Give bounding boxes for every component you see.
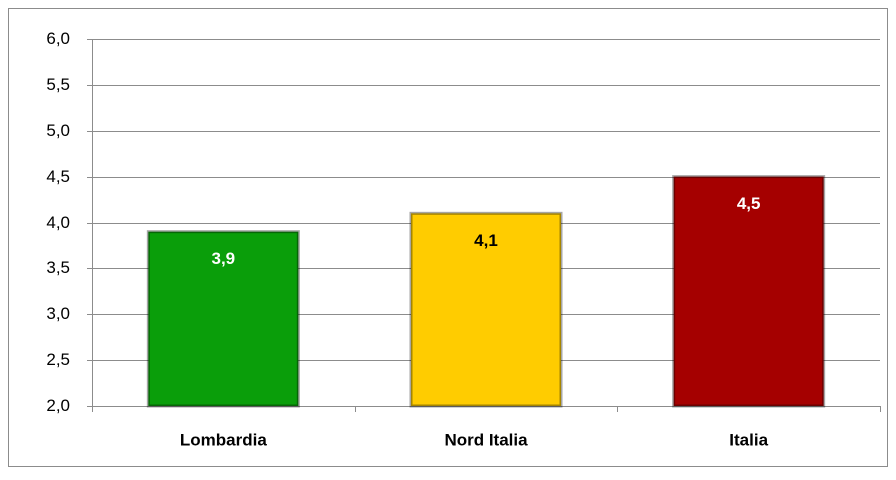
- x-tick-label: Lombardia: [180, 430, 267, 449]
- y-tick-label: 4,5: [46, 167, 70, 186]
- value-label: 3,9: [212, 249, 236, 268]
- y-tick-label: 6,0: [46, 29, 70, 48]
- x-tick-label: Italia: [729, 430, 768, 449]
- bar: [146, 230, 300, 408]
- x-tick-label: Nord Italia: [444, 430, 528, 449]
- y-tick-label: 3,5: [46, 258, 70, 277]
- y-tick-label: 2,0: [46, 396, 70, 415]
- y-tick-label: 2,5: [46, 350, 70, 369]
- y-tick-label: 4,0: [46, 213, 70, 232]
- bar: [672, 175, 826, 408]
- value-label: 4,5: [737, 194, 761, 213]
- bar: [409, 211, 563, 408]
- y-tick-label: 5,0: [46, 121, 70, 140]
- y-tick-label: 3,0: [46, 304, 70, 323]
- value-label: 4,1: [474, 231, 498, 250]
- y-tick-label: 5,5: [46, 75, 70, 94]
